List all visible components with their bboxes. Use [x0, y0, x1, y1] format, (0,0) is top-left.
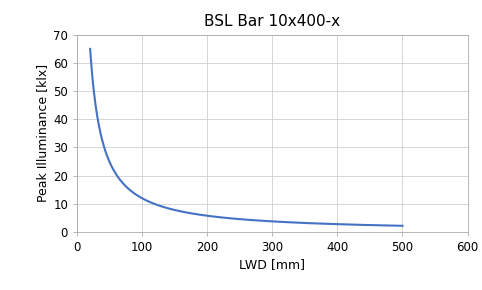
Title: BSL Bar 10x400-x: BSL Bar 10x400-x	[204, 14, 340, 30]
Y-axis label: Peak Illuminance [klx]: Peak Illuminance [klx]	[36, 64, 49, 202]
X-axis label: LWD [mm]: LWD [mm]	[240, 258, 305, 271]
